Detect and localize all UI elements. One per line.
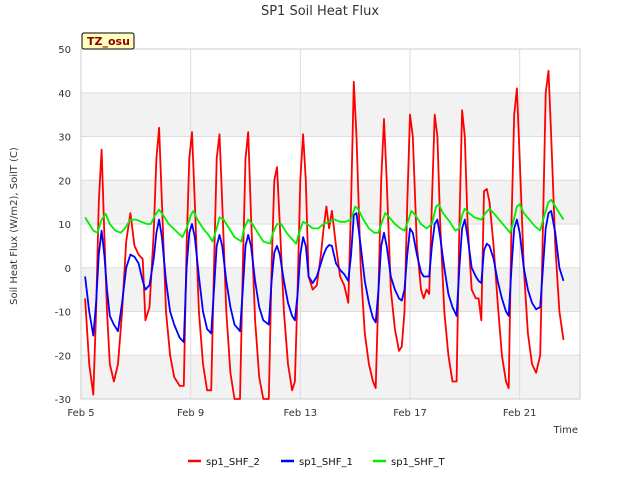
legend: sp1_SHF_2 sp1_SHF_1 sp1_SHF_T	[188, 457, 446, 468]
background-band	[81, 92, 580, 137]
y-tick-label: 30	[58, 133, 71, 144]
x-tick-label: Feb 13	[284, 408, 318, 419]
x-tick-label: Feb 17	[393, 408, 427, 419]
y-tick-label: -10	[55, 308, 71, 319]
x-tick-label: Feb 21	[503, 408, 537, 419]
series-line-sp1_SHF_2	[84, 70, 565, 400]
y-tick-label: 20	[58, 176, 71, 187]
plot-frame	[80, 48, 581, 400]
legend-label: sp1_SHF_2	[206, 457, 260, 468]
background-band	[81, 267, 580, 312]
y-tick-label: 0	[65, 264, 71, 275]
series-line-sp1_SHF_1	[84, 210, 565, 343]
background-band	[81, 311, 580, 356]
series-line-sp1_SHF_T	[84, 199, 565, 245]
series-layer	[84, 70, 565, 400]
x-tick-label: Feb 9	[177, 408, 204, 419]
site-tag-text: TZ_osu	[87, 35, 130, 48]
y-tick-label: -20	[55, 351, 71, 362]
background-band	[81, 136, 580, 181]
legend-label: sp1_SHF_T	[391, 457, 446, 468]
x-axis-ticks: Feb 5 Feb 9 Feb 13 Feb 17 Feb 21	[67, 408, 536, 419]
legend-label: sp1_SHF_1	[299, 457, 353, 468]
background-band	[81, 355, 580, 399]
site-tag-box	[81, 32, 135, 50]
y-tick-label: 50	[58, 45, 71, 56]
y-axis-label: Soil Heat Flux (W/m2), SoilT (C)	[9, 147, 20, 305]
x-tick-label: Feb 5	[67, 408, 94, 419]
chart-title: SP1 Soil Heat Flux	[261, 4, 379, 19]
y-axis-ticks: -30 -20 -10 0 10 20 30 40 50	[55, 45, 71, 406]
background-band	[81, 49, 580, 93]
site-tag: TZ_osu	[81, 32, 135, 50]
y-tick-label: -30	[55, 395, 71, 406]
y-tick-label: 10	[58, 220, 71, 231]
y-tick-label: 40	[58, 89, 71, 100]
x-axis-label: Time	[553, 425, 578, 436]
